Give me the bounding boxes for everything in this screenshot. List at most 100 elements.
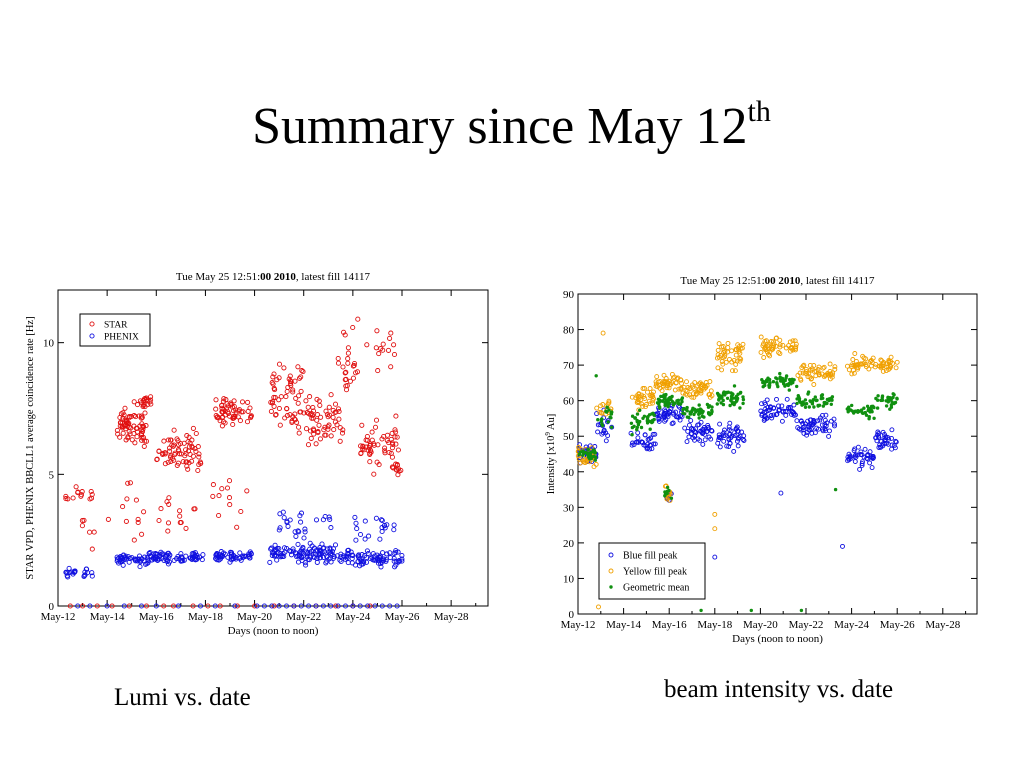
data-point [190, 425, 196, 431]
data-point [359, 552, 365, 558]
data-point [89, 546, 95, 552]
data-point [165, 561, 172, 567]
data-point [882, 441, 888, 447]
data-point [759, 412, 765, 418]
data-point [269, 380, 275, 386]
data-point [293, 533, 299, 539]
data-point [89, 491, 95, 498]
legend-label: Blue fill peak [623, 551, 677, 562]
data-point [239, 399, 246, 405]
data-point [663, 376, 669, 381]
beam-intensity-chart: Tue May 25 12:51:00 2010, latest fill 14… [544, 275, 978, 645]
data-point [276, 603, 282, 609]
data-point [376, 351, 382, 357]
data-point [135, 519, 141, 526]
data-point [371, 442, 377, 448]
data-point [721, 398, 725, 403]
data-point [800, 421, 806, 426]
data-point [240, 554, 246, 560]
data-point [643, 443, 649, 449]
data-point [663, 403, 667, 408]
legend-label: Yellow fill peak [623, 567, 687, 578]
data-point [793, 344, 799, 350]
data-point [595, 429, 601, 435]
legend: Blue fill peak Yellow fill peak Geometric … [598, 542, 706, 600]
data-point [156, 448, 162, 454]
data-point [629, 421, 634, 425]
data-point [296, 430, 302, 436]
data-point [871, 455, 876, 461]
data-point [867, 359, 873, 364]
data-point [663, 408, 668, 414]
data-point [764, 349, 770, 355]
data-point [888, 396, 892, 400]
data-point [630, 440, 635, 446]
data-point [337, 438, 343, 444]
data-point [688, 412, 692, 416]
data-point [369, 429, 375, 435]
data-point [691, 407, 695, 411]
x-tick-label: May-16 [652, 619, 687, 631]
data-point [143, 603, 150, 609]
data-point [654, 374, 660, 380]
data-point [775, 377, 779, 381]
data-point [895, 396, 899, 400]
data-point [227, 559, 233, 565]
y-tick-label: 60 [563, 396, 575, 408]
data-point [678, 385, 684, 391]
data-point [232, 554, 238, 560]
data-point [73, 484, 79, 490]
data-point [281, 365, 287, 371]
data-point [610, 410, 614, 414]
data-point [350, 375, 356, 381]
data-point [732, 384, 737, 388]
data-point [165, 437, 171, 443]
data-point [893, 438, 899, 444]
data-point [285, 384, 291, 390]
data-point [178, 551, 184, 557]
data-point [697, 416, 701, 420]
data-point [338, 551, 344, 557]
data-point [367, 459, 373, 465]
data-point [375, 442, 381, 448]
data-point [120, 415, 126, 421]
data-point [327, 545, 333, 551]
data-point [399, 552, 405, 559]
data-point [815, 367, 821, 372]
data-point [862, 406, 866, 410]
data-point [862, 446, 868, 452]
data-point [662, 411, 668, 417]
data-point [660, 399, 665, 403]
data-point [292, 411, 298, 417]
data-point [302, 529, 308, 535]
data-point [850, 403, 854, 408]
data-point [333, 409, 339, 415]
data-point [269, 603, 275, 609]
data-point [300, 369, 306, 375]
data-point [248, 413, 254, 420]
data-point [313, 441, 319, 447]
data-point [318, 414, 324, 420]
data-point [354, 526, 360, 532]
data-point [317, 436, 323, 442]
data-point [342, 554, 348, 560]
data-point [161, 603, 167, 609]
data-point [308, 435, 314, 441]
data-point [301, 410, 307, 416]
data-point [129, 437, 135, 443]
data-point [581, 453, 585, 457]
data-point [141, 509, 147, 515]
x-tick-label: May-28 [434, 611, 469, 623]
data-point [712, 554, 718, 560]
data-point [594, 405, 600, 411]
data-point [794, 418, 800, 424]
data-point [390, 441, 396, 447]
legend: STAR PHENIX [79, 313, 151, 347]
data-point [335, 360, 342, 366]
data-point [219, 486, 225, 492]
data-point [721, 430, 727, 436]
data-point [184, 433, 190, 439]
data-point [860, 353, 866, 359]
data-point [599, 419, 604, 423]
data-point [67, 569, 73, 576]
